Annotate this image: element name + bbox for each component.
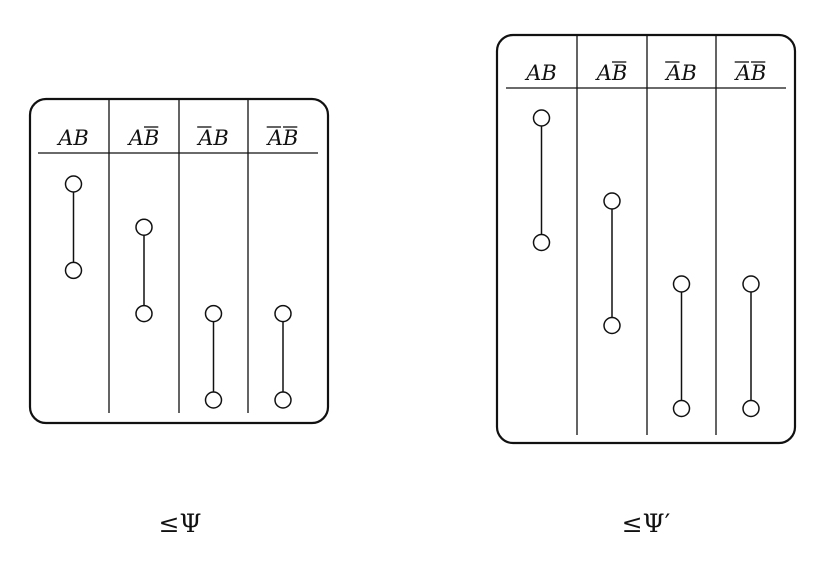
column-header: AB [595,61,628,85]
interval-end-node [743,401,759,417]
interval-end-node [534,235,550,251]
header-letter: B [680,61,696,85]
header-letter: A [266,126,283,150]
interval-end-node [136,306,152,322]
column-header: AB [664,61,697,85]
header-letter: B [282,126,298,150]
interval-end-node [674,401,690,417]
panel-psi-prime: AB AB AB AB [497,35,795,443]
interval-end-node [66,262,82,278]
column-header: AB [56,126,89,150]
column-header: AB [266,126,299,150]
interval-start-node [66,176,82,192]
caption-psi: ≤Ψ [159,509,202,538]
column-header: AB [734,61,767,85]
column-header: AB [524,61,557,85]
header-letter: A [127,126,144,150]
header-letter: B [750,61,766,85]
interval-start-node [206,306,222,322]
interval-start-node [136,219,152,235]
header-letter: A [664,61,681,85]
column-header: AB [127,126,160,150]
header-letter: A [56,126,73,150]
interval-start-node [604,193,620,209]
header-letter: A [595,61,612,85]
caption-psi-prime: ≤Ψ′ [622,509,671,538]
header-letter: B [540,61,556,85]
header-letter: B [72,126,88,150]
interval-end-node [275,392,291,408]
column-header: AB [196,126,229,150]
interval-end-node [206,392,222,408]
interval-start-node [534,110,550,126]
panel-psi: AB AB AB AB [30,99,328,423]
header-letter: B [611,61,627,85]
header-letter: A [524,61,541,85]
interval-start-node [674,276,690,292]
header-letter: A [734,61,751,85]
interval-start-node [275,306,291,322]
interval-end-node [604,318,620,334]
header-letter: B [212,126,228,150]
header-letter: A [196,126,213,150]
header-letter: B [143,126,159,150]
interval-start-node [743,276,759,292]
